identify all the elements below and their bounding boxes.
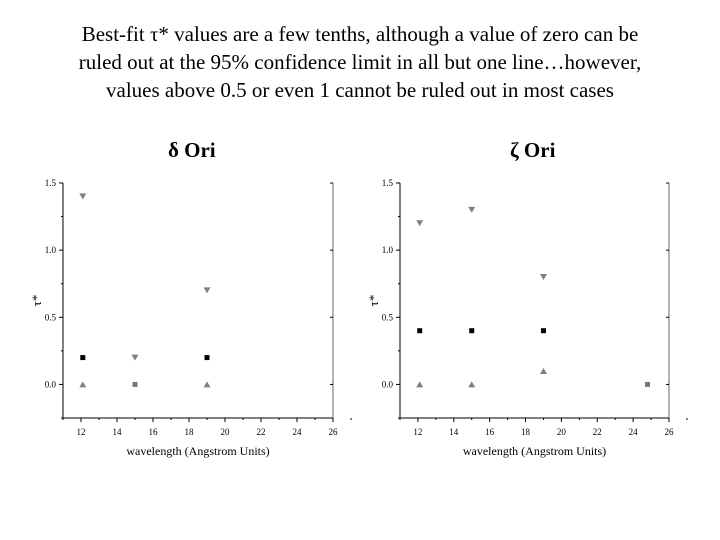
point-zero: [644, 381, 650, 387]
point-best-fit: [469, 328, 475, 334]
point-upper: [539, 274, 547, 280]
point-best-fit: [540, 328, 546, 334]
x-tick-label: 24: [293, 427, 303, 437]
x-tick-label: 22: [257, 427, 266, 437]
x-tick-label: 16: [485, 427, 495, 437]
point-upper: [203, 287, 211, 294]
point-zero: [132, 381, 138, 387]
y-tick-label: 1.5: [45, 178, 57, 188]
x-tick-label: 26: [665, 427, 675, 437]
point-lower: [79, 381, 87, 388]
y-tick-label: 0.0: [45, 379, 57, 389]
point-upper: [416, 220, 424, 227]
slide-title: Best-fit τ* values are a few tenths, alt…: [0, 20, 720, 104]
chart-title-zeta-ori: ζ Ori: [510, 138, 556, 162]
x-tick-label: 18: [185, 427, 195, 437]
x-tick-label: 14: [113, 427, 123, 437]
x-axis-label: wavelength (Angstrom Units): [126, 444, 269, 458]
y-tick-label: 1.0: [382, 245, 394, 255]
x-tick-label: 12: [77, 427, 86, 437]
point-upper: [468, 206, 476, 213]
title-line: Best-fit τ* values are a few tenths, alt…: [81, 22, 639, 46]
point-lower: [539, 368, 547, 374]
y-tick-label: 1.0: [45, 245, 57, 255]
point-best-fit: [417, 328, 423, 334]
point-lower: [203, 381, 211, 388]
point-upper: [131, 354, 139, 361]
x-tick-label: 16: [149, 427, 159, 437]
title-line: values above 0.5 or even 1 cannot be rul…: [106, 78, 614, 102]
point-lower: [416, 381, 424, 388]
y-axis-label: τ*: [29, 295, 44, 307]
chart-title-delta-ori: δ Ori: [168, 138, 216, 162]
x-tick-label: 14: [449, 427, 459, 437]
point-best-fit: [204, 355, 210, 361]
x-tick-label: 18: [521, 427, 531, 437]
x-tick-label: 22: [593, 427, 602, 437]
y-tick-label: 0.0: [382, 379, 394, 389]
x-tick-label: 20: [557, 427, 567, 437]
point-upper: [79, 193, 87, 200]
x-tick-label: 24: [629, 427, 639, 437]
x-axis-label: wavelength (Angstrom Units): [463, 444, 606, 458]
x-tick-label: 12: [413, 427, 422, 437]
y-axis-label: τ*: [366, 295, 381, 307]
y-tick-label: 0.5: [382, 312, 394, 322]
x-tick-label: 20: [221, 427, 231, 437]
point-best-fit: [80, 355, 86, 361]
point-lower: [468, 381, 476, 388]
title-line: ruled out at the 95% confidence limit in…: [78, 50, 642, 74]
x-tick-label: 26: [329, 427, 339, 437]
y-tick-label: 1.5: [382, 178, 394, 188]
y-tick-label: 0.5: [45, 312, 57, 322]
